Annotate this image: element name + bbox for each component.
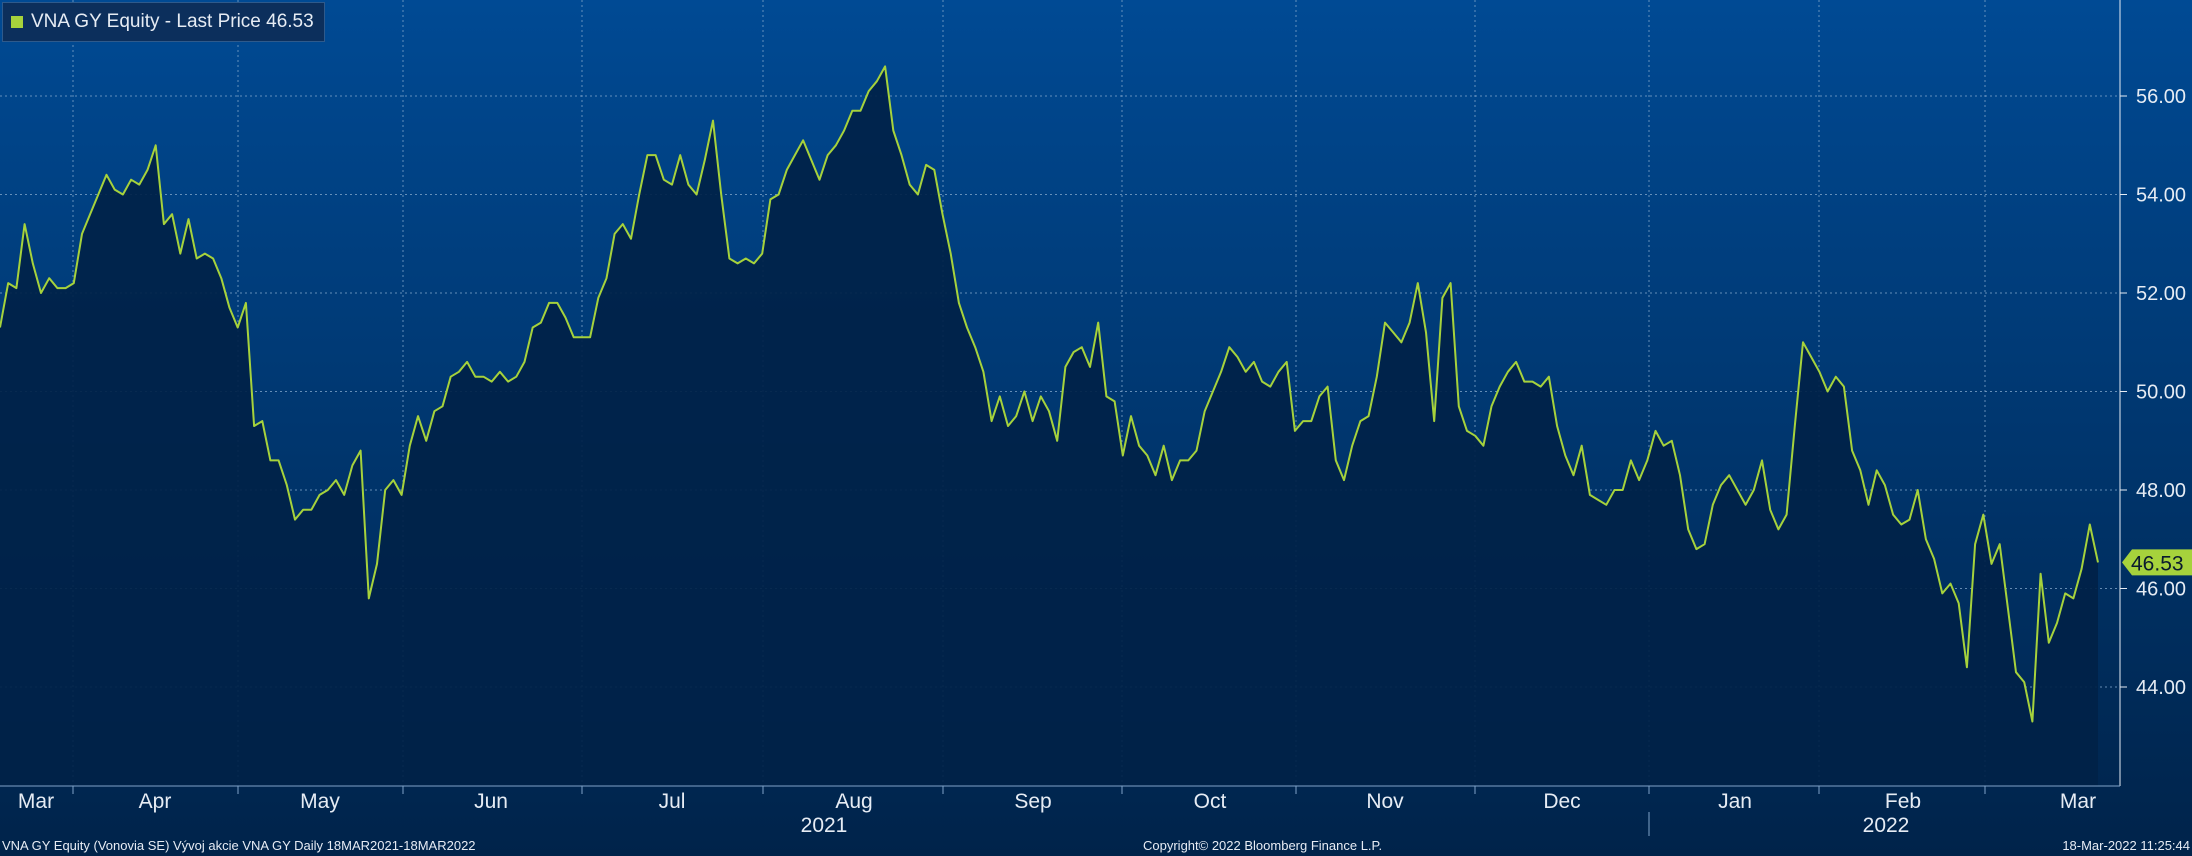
month-label: Aug xyxy=(835,790,872,813)
footer-description: VNA GY Equity (Vonovia SE) Vývoj akcie V… xyxy=(2,838,476,853)
legend: VNA GY Equity - Last Price 46.53 xyxy=(2,2,325,42)
y-tick-label: 52.00 xyxy=(2136,283,2186,305)
month-label: Oct xyxy=(1194,790,1227,813)
month-label: May xyxy=(300,790,340,813)
legend-label: VNA GY Equity - Last Price 46.53 xyxy=(31,11,314,32)
price-area xyxy=(0,66,2098,786)
month-label: Jun xyxy=(474,790,508,813)
year-label: 2021 xyxy=(801,814,848,837)
y-tick-label: 48.00 xyxy=(2136,480,2186,502)
series-layer: 46.53 xyxy=(0,65,2192,786)
year-label: 2022 xyxy=(1863,814,1910,837)
y-tick-label: 54.00 xyxy=(2136,185,2186,207)
axis-layer: 44.00 46.00 48.00 50.00 52.00 54.00 56.00 Mar Ap… xyxy=(0,0,2186,837)
last-price-label: 46.53 xyxy=(2131,552,2184,575)
month-label: Jan xyxy=(1718,790,1752,813)
month-label: Nov xyxy=(1366,790,1404,813)
month-label: Dec xyxy=(1543,790,1580,813)
y-tick-label: 46.00 xyxy=(2136,579,2186,601)
footer-copyright: Copyright© 2022 Bloomberg Finance L.P. xyxy=(1143,838,1383,853)
y-tick-label: 50.00 xyxy=(2136,382,2186,404)
month-label: Feb xyxy=(1885,790,1921,813)
month-label: Mar xyxy=(18,790,54,813)
price-line xyxy=(0,65,2099,723)
month-label: Sep xyxy=(1014,790,1051,813)
month-label: Mar xyxy=(2060,790,2096,813)
y-tick-label: 56.00 xyxy=(2136,86,2186,108)
footer-timestamp: 18-Mar-2022 11:25:44 xyxy=(2062,838,2190,853)
month-label: Jul xyxy=(659,790,686,813)
legend-swatch-icon xyxy=(11,16,23,28)
y-tick-label: 44.00 xyxy=(2136,677,2186,699)
month-label: Apr xyxy=(139,790,172,813)
last-price-badge xyxy=(2122,549,2192,576)
